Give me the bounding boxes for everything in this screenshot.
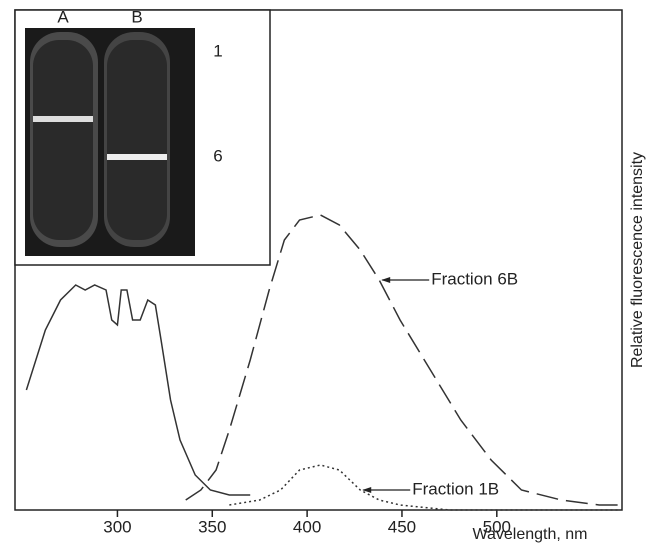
series-line: [185, 214, 619, 506]
inset-lane-label: B: [131, 7, 142, 26]
inset-fraction-label: 6: [213, 146, 222, 165]
arrow-head: [381, 277, 391, 283]
series-line: [25, 284, 251, 496]
series-line: [229, 464, 619, 511]
series-label: Fraction 6B: [431, 269, 518, 288]
x-axis-title: Wavelength, nm: [472, 526, 587, 543]
x-tick-label: 350: [198, 517, 226, 536]
x-tick-label: 450: [388, 517, 416, 536]
inset-lane-label: A: [57, 7, 69, 26]
x-tick-label: 500: [483, 517, 511, 536]
y-axis-title: Relative fluorescence intensity: [629, 152, 646, 368]
inset-fraction-label: 1: [213, 41, 222, 60]
series-label: Fraction 1B: [412, 479, 499, 498]
arrow-head: [362, 487, 372, 493]
x-tick-label: 400: [293, 517, 321, 536]
x-tick-label: 300: [103, 517, 131, 536]
inset-photo: [14, 9, 271, 266]
